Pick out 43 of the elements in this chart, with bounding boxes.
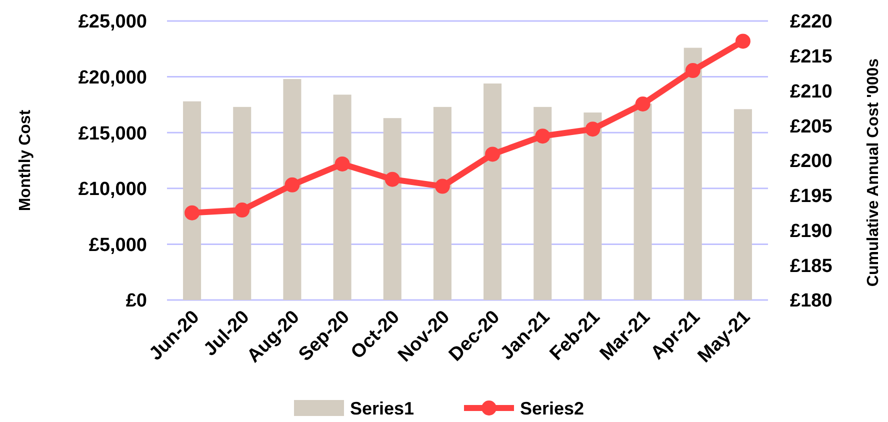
point	[485, 146, 500, 162]
y2-tick-label: £185	[790, 256, 833, 277]
point	[735, 34, 750, 49]
y2-tick-label: £220	[790, 12, 832, 33]
y2-tick-label: £215	[790, 46, 833, 68]
y-tick-label: £25,000	[78, 12, 147, 33]
point	[685, 63, 700, 78]
y2-tick-label: £195	[790, 186, 833, 208]
point	[635, 96, 650, 112]
point	[585, 122, 600, 137]
bar	[433, 106, 452, 300]
bar	[383, 118, 402, 300]
bar	[283, 79, 302, 300]
bar	[333, 94, 352, 300]
point	[184, 205, 200, 220]
point	[234, 202, 250, 218]
bar	[734, 109, 752, 300]
legend-label: Series1	[350, 398, 414, 418]
legend-label: Series2	[520, 398, 584, 418]
bar	[484, 83, 502, 300]
bar	[684, 48, 702, 300]
y-tick-label: £0	[126, 290, 147, 312]
point	[384, 172, 400, 187]
y-tick-label: £20,000	[78, 67, 147, 88]
y-tick-label: £10,000	[78, 179, 147, 200]
y2-tick-label: £210	[790, 81, 832, 102]
point	[284, 177, 300, 192]
point	[334, 156, 350, 172]
y-tick-label: £15,000	[78, 123, 147, 144]
y2-tick-label: £180	[790, 290, 832, 312]
bar	[233, 106, 252, 300]
point	[434, 178, 450, 194]
y2-tick-label: £205	[790, 116, 833, 138]
bar	[534, 106, 552, 300]
y-tick-label: £5,000	[88, 234, 147, 256]
bar	[584, 112, 602, 300]
bar	[183, 101, 202, 300]
y2-tick-label: £190	[790, 220, 832, 242]
y-axis-title: Monthly Cost	[17, 109, 34, 212]
bar	[634, 104, 652, 300]
y2-axis-title: Cumulative Annual Cost '000s	[865, 58, 882, 287]
point	[535, 128, 550, 144]
y2-tick-label: £200	[790, 151, 832, 172]
